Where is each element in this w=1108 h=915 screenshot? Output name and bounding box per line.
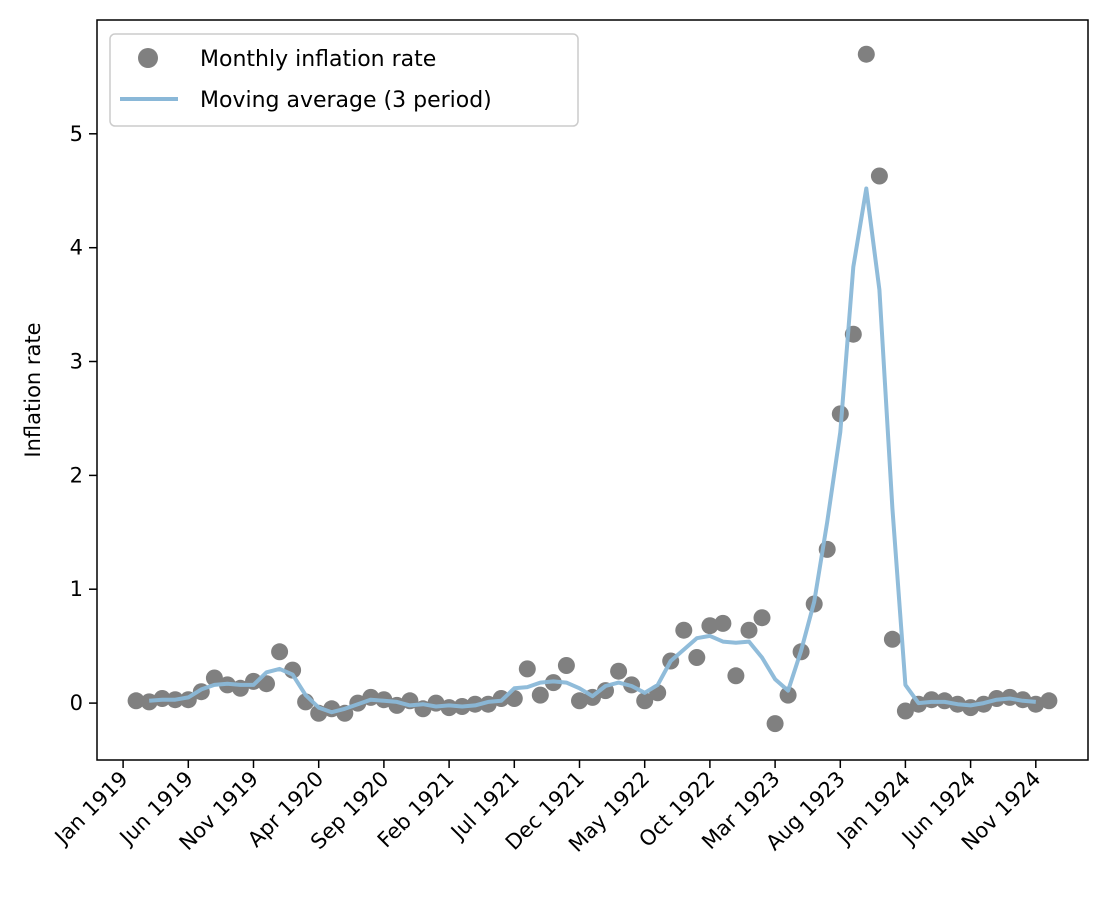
legend-marker-scatter — [138, 48, 158, 68]
data-point — [883, 630, 901, 648]
data-point — [857, 45, 875, 63]
y-tick-label: 3 — [70, 350, 83, 374]
data-point — [701, 617, 719, 635]
y-tick-label: 2 — [70, 463, 83, 487]
data-point — [688, 649, 706, 666]
y-axis: 0 1 2 3 4 5 — [70, 122, 97, 715]
data-point — [610, 662, 628, 680]
legend: Monthly inflation rate Moving average (3… — [109, 33, 579, 127]
legend-label-moving-average: Moving average (3 period) — [200, 88, 492, 113]
data-point — [675, 621, 693, 639]
data-point — [727, 667, 745, 685]
data-point — [571, 692, 588, 710]
y-tick-label: 5 — [70, 122, 83, 146]
y-axis-label: Inflation rate — [21, 322, 45, 457]
data-point — [127, 692, 145, 710]
data-point — [753, 609, 771, 627]
data-point — [779, 686, 797, 704]
data-point — [557, 657, 575, 674]
data-point — [518, 660, 536, 678]
y-tick-label: 1 — [70, 577, 83, 601]
plot-area — [97, 20, 1088, 760]
y-tick-label: 4 — [70, 236, 83, 260]
plot-frame — [96, 19, 1089, 761]
data-point — [896, 702, 914, 720]
data-point — [636, 692, 654, 710]
data-point — [531, 686, 549, 704]
data-point — [271, 643, 289, 661]
data-point — [440, 699, 458, 717]
chart-marks — [127, 45, 1058, 733]
data-point — [766, 715, 784, 733]
data-point — [140, 693, 158, 711]
y-tick-label: 0 — [70, 691, 83, 715]
data-point — [870, 167, 888, 185]
legend-box — [109, 33, 579, 127]
data-point — [714, 614, 732, 632]
moving-average-line — [149, 186, 1036, 715]
data-point — [258, 675, 275, 693]
data-point — [205, 669, 223, 687]
data-point — [740, 621, 758, 639]
data-point — [1040, 692, 1058, 710]
legend-label-monthly-inflation-rate: Monthly inflation rate — [200, 47, 436, 72]
